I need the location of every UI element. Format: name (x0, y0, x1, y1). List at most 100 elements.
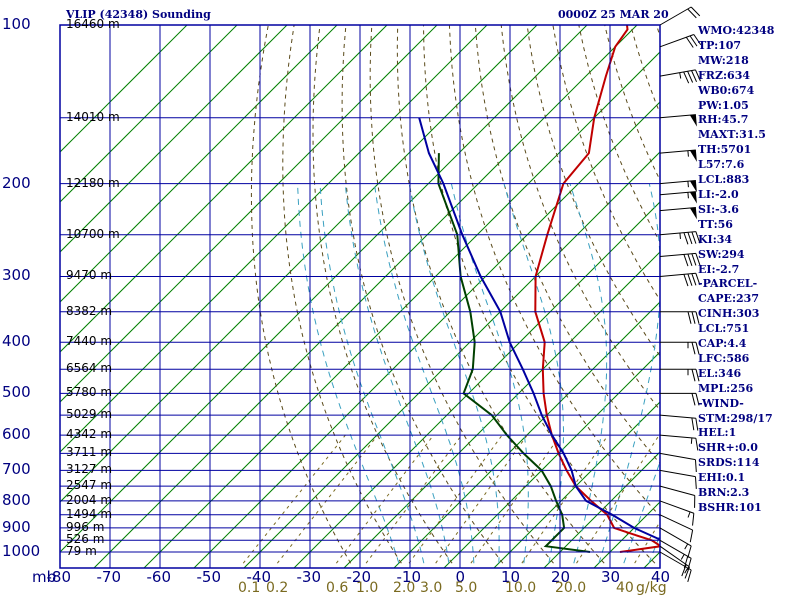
height-label: 14010 m (66, 110, 120, 124)
mixing-ratio-line (276, 434, 379, 564)
wind-barb (659, 180, 697, 193)
isotherm-line (60, 25, 188, 153)
temperature-tick-label: 10 (501, 568, 521, 586)
pressure-tick-label: 200 (2, 174, 31, 192)
stat-line: CAPE:237 (698, 292, 759, 306)
height-label: 10700 m (66, 227, 120, 241)
wind-barb (659, 539, 692, 571)
stat-line: LCL:883 (698, 173, 750, 187)
temperature-tick-label: -60 (146, 568, 172, 586)
wind-barb (659, 69, 701, 84)
stat-line: LFC:586 (698, 351, 750, 365)
mixing-ratio-label: 2.0 (393, 580, 416, 596)
stat-line: SHR+:0.0 (698, 441, 758, 455)
stat-line: WB0:674 (698, 83, 755, 97)
height-label: 996 m (66, 520, 105, 534)
height-label: 3711 m (66, 445, 113, 459)
wind-barb (659, 452, 697, 473)
dry-adiabat (341, 25, 504, 564)
moist-adiabat (374, 183, 475, 564)
pressure-tick-label: 400 (2, 332, 31, 350)
stat-line: FRZ:634 (698, 68, 751, 82)
dry-adiabat (474, 25, 660, 465)
stat-line: L57:7.6 (698, 158, 745, 172)
wind-barb (659, 514, 694, 543)
height-label: 3127 m (66, 462, 113, 476)
height-label: 5029 m (66, 407, 113, 421)
pressure-tick-label: 800 (2, 491, 31, 509)
mixing-ratio-label: 40 (616, 580, 634, 596)
sounding-indices: WMO:42348 TP:107 MW:218 FRZ:634 WB0:674 PW:1.… (698, 24, 774, 516)
height-label: 79 m (66, 544, 97, 558)
isotherm-line (243, 151, 660, 568)
wind-barb (659, 149, 697, 162)
pressure-tick-label: 100 (2, 15, 31, 33)
stat-line: SW:294 (698, 247, 745, 261)
temperature-tick-label: 20 (551, 568, 571, 586)
stat-line: PW:1.05 (698, 98, 749, 112)
mixing-ratio-label: 0.2 (266, 580, 289, 596)
stat-line: BRN:2.3 (698, 486, 750, 500)
stat-line: BSHR:101 (698, 501, 762, 514)
stat-line: TH:5701 (698, 143, 752, 157)
wind-barb (660, 341, 700, 355)
height-label: 4342 m (66, 427, 113, 441)
stat-line: LCL:751 (698, 322, 750, 336)
mixing-ratio-label: 1.0 (356, 580, 379, 596)
height-label: 8382 m (66, 304, 113, 318)
wind-barb (659, 551, 692, 583)
wind-barb (659, 34, 702, 48)
dry-adiabat (500, 25, 660, 412)
mixing-ratio-label: 5.0 (455, 580, 478, 596)
height-label: 9470 m (66, 268, 113, 282)
plot-frame (59, 24, 661, 569)
wind-barb (659, 206, 697, 220)
stat-line: EHI:0.1 (698, 471, 746, 485)
stat-line: WMO:42348 (698, 24, 775, 37)
stat-line: CINH:303 (698, 307, 760, 321)
dewpoint-trace (437, 153, 591, 553)
stat-line: HEL:1 (698, 426, 737, 440)
temperature-tick-label: 0 (455, 568, 466, 586)
traces (418, 25, 660, 553)
isotherm-line (60, 25, 588, 553)
mixing-ratio-line (576, 434, 660, 564)
dry-adiabat (312, 25, 453, 564)
isotherm-line (60, 25, 288, 253)
height-label: 16460 m (66, 17, 120, 31)
height-label: 2004 m (66, 493, 113, 507)
stat-line: SI:-3.6 (698, 202, 739, 216)
isotherm-line (543, 451, 660, 568)
moist-adiabat (319, 183, 425, 564)
isotherm-line (93, 25, 638, 568)
moist-adiabat (297, 183, 400, 564)
mixing-ratio-label: 10.0 (505, 580, 537, 596)
isotherm-line (60, 25, 338, 303)
dry-adiabat (526, 25, 660, 357)
stat-line: CAP:4.4 (698, 337, 747, 351)
isotherm-line (60, 25, 488, 453)
wind-barb (660, 392, 700, 406)
temperature-tick-label: -40 (246, 568, 272, 586)
height-label: 2547 m (66, 478, 113, 492)
moist-adiabat (450, 183, 529, 564)
wind-barb (659, 545, 690, 579)
stat-line: MPL:256 (698, 381, 754, 395)
station-title: VLIP (42348) Sounding (66, 8, 211, 21)
stat-line: STM:298/17 (698, 411, 773, 425)
isotherm-line (60, 25, 388, 353)
mixing-ratio-line (470, 434, 561, 564)
wind-barb (659, 252, 701, 267)
isotherm-line (393, 301, 660, 568)
wind-barb (660, 368, 700, 382)
mixing-ratio-line (335, 434, 434, 564)
stat-line: EL:346 (698, 366, 742, 380)
isotherm-line (443, 351, 660, 568)
mixing-ratio-line (435, 434, 528, 564)
wind-barb (659, 434, 699, 451)
mixing-ratio-line (408, 434, 503, 564)
stat-line: TT:56 (698, 217, 733, 231)
pressure-tick-label: 300 (2, 266, 31, 284)
mixing-ratio-label: g/kg (636, 580, 667, 596)
stat-line: RH:45.7 (698, 113, 749, 127)
